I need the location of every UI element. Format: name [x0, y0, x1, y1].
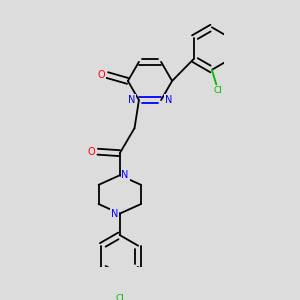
Text: N: N [122, 170, 129, 180]
Text: Cl: Cl [116, 294, 124, 300]
Text: N: N [128, 95, 135, 105]
Text: O: O [98, 70, 105, 80]
Text: N: N [165, 95, 172, 105]
Text: N: N [111, 208, 118, 219]
Text: O: O [87, 147, 95, 157]
Text: Cl: Cl [213, 86, 222, 95]
